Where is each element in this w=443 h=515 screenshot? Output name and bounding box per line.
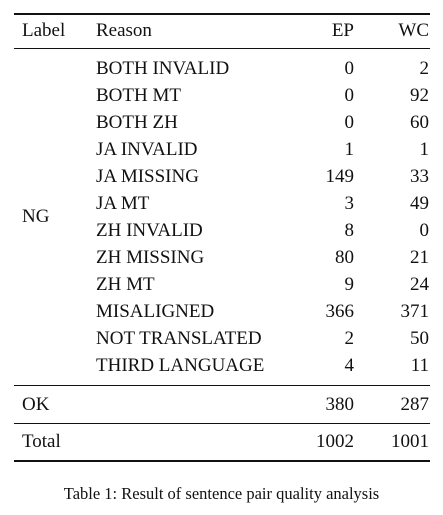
ng-row-wc: 21 bbox=[410, 247, 429, 268]
ng-row-reason: JA INVALID bbox=[96, 139, 198, 160]
ng-row-reason: JA MT bbox=[96, 193, 150, 214]
ok-wc: 287 bbox=[400, 394, 430, 415]
ng-row-wc: 371 bbox=[400, 301, 430, 322]
total-label: Total bbox=[22, 431, 61, 452]
ng-row-ep: 4 bbox=[344, 355, 355, 376]
ok-ep: 380 bbox=[325, 394, 355, 415]
ng-row-reason: BOTH ZH bbox=[96, 112, 178, 133]
ng-row-reason: NOT TRANSLATED bbox=[96, 328, 262, 349]
ng-row-reason: THIRD LANGUAGE bbox=[96, 355, 265, 376]
ng-row-ep: 1 bbox=[344, 139, 355, 160]
ng-row-wc: 92 bbox=[410, 85, 429, 106]
ng-row-ep: 8 bbox=[344, 220, 355, 241]
ng-row-wc: 0 bbox=[419, 220, 430, 241]
ng-row-wc: 11 bbox=[410, 355, 429, 376]
ok-rule bbox=[14, 385, 430, 386]
header-wc: WC bbox=[398, 20, 429, 41]
ng-row-wc: 60 bbox=[410, 112, 429, 133]
ng-row-ep: 366 bbox=[325, 301, 355, 322]
ng-row-reason: ZH INVALID bbox=[96, 220, 203, 241]
ng-row-wc: 2 bbox=[419, 58, 430, 79]
ng-row-ep: 0 bbox=[344, 112, 355, 133]
group-label-ng: NG bbox=[22, 206, 50, 227]
total-wc: 1001 bbox=[391, 431, 429, 452]
top-rule bbox=[14, 13, 430, 15]
ng-row-ep: 3 bbox=[344, 193, 355, 214]
ng-row-reason: BOTH INVALID bbox=[96, 58, 230, 79]
ng-row-ep: 0 bbox=[344, 85, 355, 106]
ng-row-ep: 80 bbox=[335, 247, 354, 268]
ok-label: OK bbox=[22, 394, 50, 415]
header-label: Label bbox=[22, 20, 66, 41]
ng-row-wc: 1 bbox=[419, 139, 430, 160]
header-reason: Reason bbox=[96, 20, 152, 41]
ng-row-ep: 9 bbox=[344, 274, 355, 295]
table-caption: Table 1: Result of sentence pair quality… bbox=[63, 484, 380, 503]
ng-row-ep: 0 bbox=[344, 58, 355, 79]
ng-row-wc: 33 bbox=[410, 166, 429, 187]
total-rule bbox=[14, 423, 430, 424]
header-rule bbox=[14, 48, 430, 49]
ng-row-ep: 149 bbox=[325, 166, 355, 187]
ng-row-wc: 50 bbox=[410, 328, 429, 349]
ng-row-reason: BOTH MT bbox=[96, 85, 181, 106]
ng-row-reason: ZH MT bbox=[96, 274, 155, 295]
bottom-rule bbox=[14, 460, 430, 462]
header-ep: EP bbox=[331, 20, 354, 41]
total-ep: 1002 bbox=[316, 431, 354, 452]
ng-row-ep: 2 bbox=[344, 328, 355, 349]
ng-row-reason: ZH MISSING bbox=[96, 247, 205, 268]
ng-row-wc: 24 bbox=[410, 274, 429, 295]
ng-row-reason: MISALIGNED bbox=[96, 301, 215, 322]
ng-row-wc: 49 bbox=[410, 193, 429, 214]
ng-row-reason: JA MISSING bbox=[96, 166, 199, 187]
